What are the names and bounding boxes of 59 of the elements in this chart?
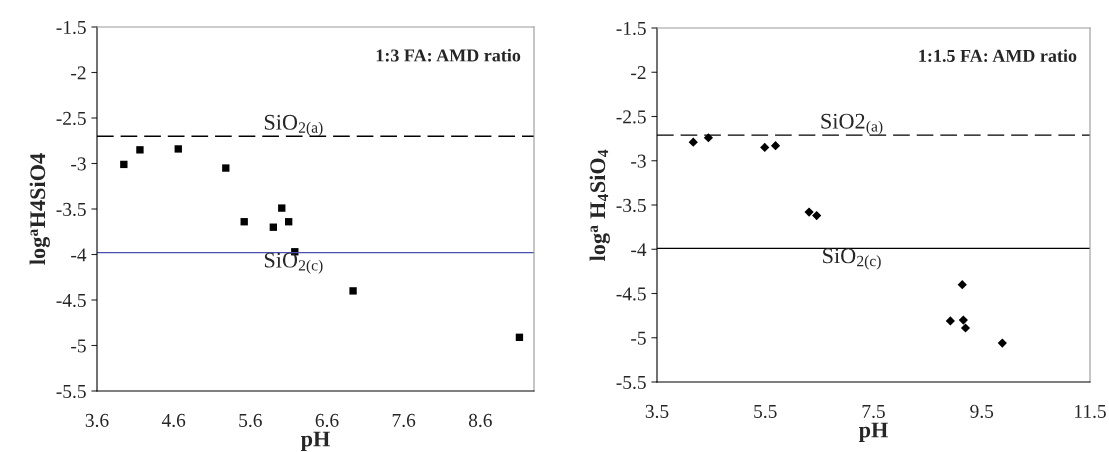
point	[960, 323, 971, 333]
y-tick-label: -5.5	[616, 376, 646, 390]
y-tick-label: -4	[71, 248, 87, 262]
y-tick-label: -5.5	[56, 385, 86, 399]
point	[349, 287, 357, 295]
y-tick-label: -3.5	[616, 198, 646, 213]
x-tick-label: 5.5	[754, 404, 777, 418]
x-axis-title: pH	[300, 431, 330, 452]
y-tick-label: -5	[71, 339, 86, 353]
y-tick-label: -2	[71, 66, 86, 80]
point	[240, 218, 248, 226]
y-axis-title: log$^{a}$ H$_{4}$SiO$_{4}$	[589, 149, 610, 261]
point	[120, 160, 128, 169]
point	[222, 164, 230, 172]
y-tick-label: -3.5	[56, 202, 86, 217]
x-tick-label: 11.5	[1075, 404, 1106, 418]
point	[269, 223, 278, 231]
point	[284, 218, 293, 226]
y-axis-title: log$^{a}$H4SiO4	[29, 153, 50, 265]
y-tick-label: -1.5	[616, 21, 646, 36]
y-tick-label: -4.5	[56, 293, 86, 308]
point	[278, 204, 286, 212]
y-tick-label: -3	[71, 157, 86, 171]
y-tick-label: -2.5	[56, 111, 86, 126]
y-tick-label: -4	[631, 243, 647, 256]
y-tick-label: -5	[631, 331, 646, 345]
ref-line-label: SiO$_{2(a)}$	[264, 114, 323, 136]
text: 1:3 FA: AMD ratio	[376, 48, 521, 62]
y-tick-label: -2.5	[616, 110, 646, 124]
x-tick-label: 6.6	[315, 413, 339, 427]
point	[136, 146, 144, 154]
point	[804, 207, 814, 217]
ref-line-label: SiO2$_{(a)}$	[821, 113, 883, 135]
y-tick-label: -1.5	[56, 20, 86, 35]
x-tick-label: 5.6	[239, 413, 262, 427]
y-tick-label: -2	[631, 66, 646, 79]
point	[945, 316, 955, 326]
x-tick-label: 3.6	[85, 413, 109, 427]
point	[688, 137, 698, 147]
y-tick-label: -3	[631, 154, 646, 168]
x-axis-title: pH	[858, 422, 888, 443]
point	[174, 145, 182, 153]
point	[515, 333, 524, 341]
point	[812, 211, 822, 221]
x-tick-label: 3.5	[645, 404, 669, 418]
point	[760, 142, 770, 153]
x-tick-label: 9.5	[970, 404, 994, 418]
ref-line-label: SiO$_{2(c)}$	[264, 252, 323, 274]
point	[957, 280, 967, 290]
ref-line-label: SiO$_{2(c)}$	[823, 248, 881, 270]
point	[958, 315, 968, 325]
x-tick-label: 7.6	[392, 413, 416, 427]
x-tick-label: 4.6	[161, 413, 186, 427]
x-tick-label: 8.6	[468, 413, 492, 427]
x-tick-label: 7.5	[862, 404, 885, 418]
point	[997, 338, 1007, 348]
text: 1:1.5 FA: AMD ratio	[919, 49, 1077, 63]
y-tick-label: -4.5	[616, 287, 646, 301]
point	[770, 141, 781, 151]
